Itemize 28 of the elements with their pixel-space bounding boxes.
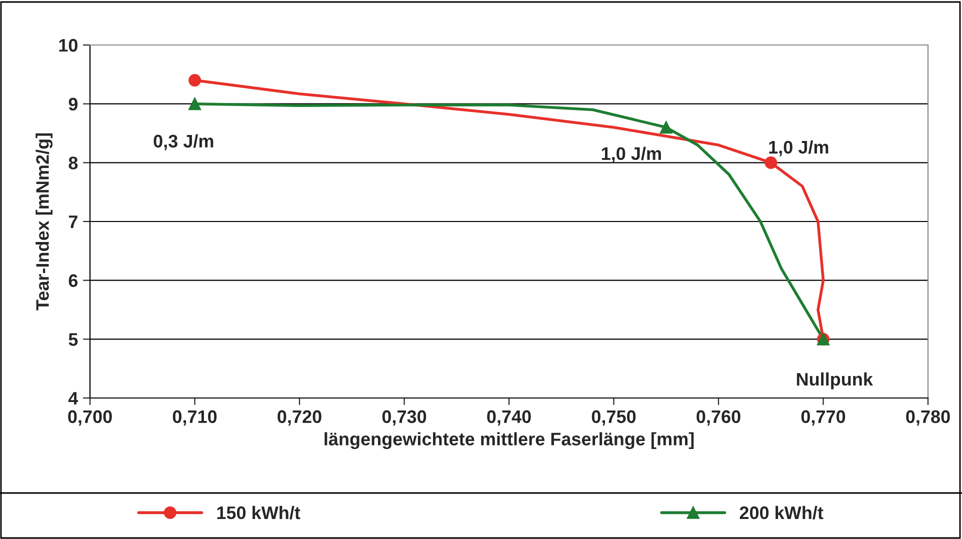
y-tick-label: 9 — [68, 98, 78, 111]
point — [660, 121, 672, 134]
x-tick-label: 0,770 — [801, 410, 846, 426]
x-tick-label: 0,710 — [172, 410, 217, 426]
y-tick-label: 4 — [68, 392, 78, 405]
x-tick-label: 0,720 — [278, 410, 322, 426]
x-tick-label: 0,750 — [592, 410, 636, 426]
legend-label: 150 kWh/t — [217, 506, 300, 520]
x-tick-label: 0,760 — [696, 410, 740, 426]
x-tick-label: 0,700 — [68, 410, 112, 426]
point — [188, 98, 201, 110]
y-tick-label: 5 — [68, 333, 78, 346]
annotation: 0,3 J/m — [154, 134, 214, 150]
x-tick-label: 0,740 — [487, 410, 531, 426]
y-tick-label: 8 — [68, 156, 78, 170]
y-tick-label: 7 — [68, 216, 78, 228]
x-tick-label: 0,730 — [382, 410, 426, 426]
x-tick-label: 0,780 — [906, 410, 950, 426]
point — [764, 156, 778, 169]
annotation: 1,0 J/m — [602, 146, 661, 163]
y-axis-title: Tear-Index [mNm2/g] — [36, 133, 53, 310]
annotation: 1,0 J/m — [769, 140, 828, 156]
annotation: Nullpunk — [796, 372, 873, 390]
y-tick-label: 6 — [68, 274, 78, 288]
point — [188, 74, 201, 87]
legend-label: 200 kWh/t — [740, 506, 824, 520]
x-axis-title: längengewichtete mittlere Faserlänge [mm] — [324, 432, 694, 450]
y-tick-label: 10 — [59, 38, 78, 52]
